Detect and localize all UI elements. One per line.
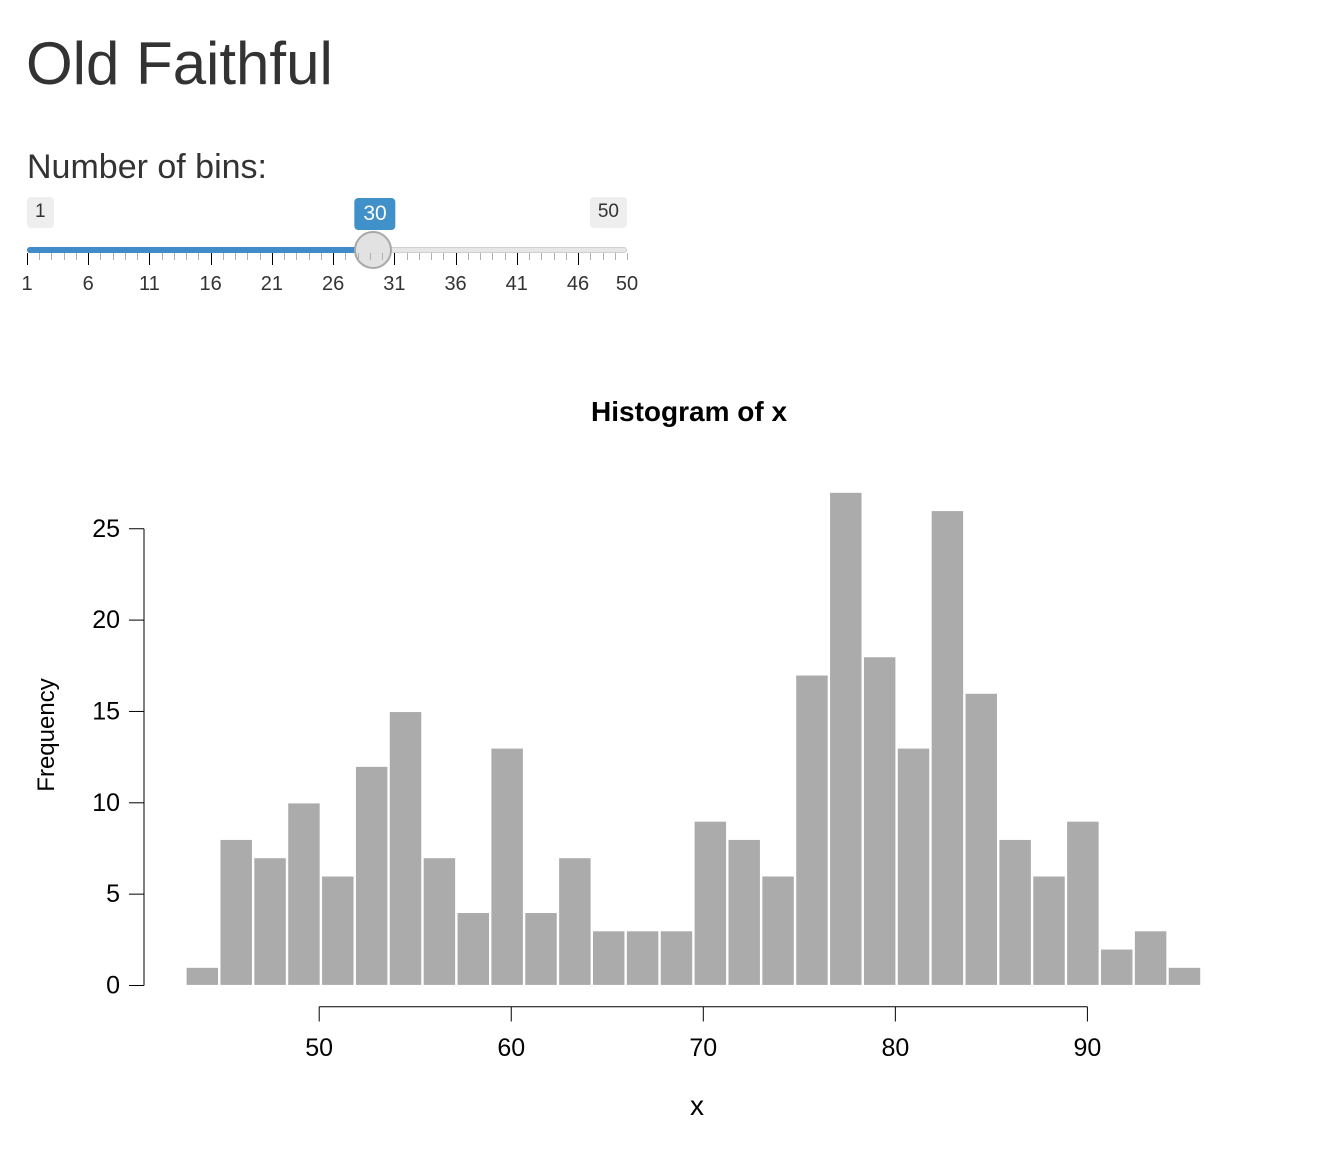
svg-text:50: 50 bbox=[305, 1034, 333, 1062]
svg-text:90: 90 bbox=[1073, 1034, 1101, 1062]
svg-text:80: 80 bbox=[881, 1034, 909, 1062]
svg-text:15: 15 bbox=[92, 697, 120, 725]
svg-text:25: 25 bbox=[92, 515, 120, 543]
svg-text:0: 0 bbox=[106, 972, 120, 1000]
svg-text:10: 10 bbox=[92, 789, 120, 817]
svg-text:70: 70 bbox=[689, 1034, 717, 1062]
svg-text:5: 5 bbox=[106, 880, 120, 908]
svg-text:20: 20 bbox=[92, 606, 120, 634]
svg-text:60: 60 bbox=[497, 1034, 525, 1062]
